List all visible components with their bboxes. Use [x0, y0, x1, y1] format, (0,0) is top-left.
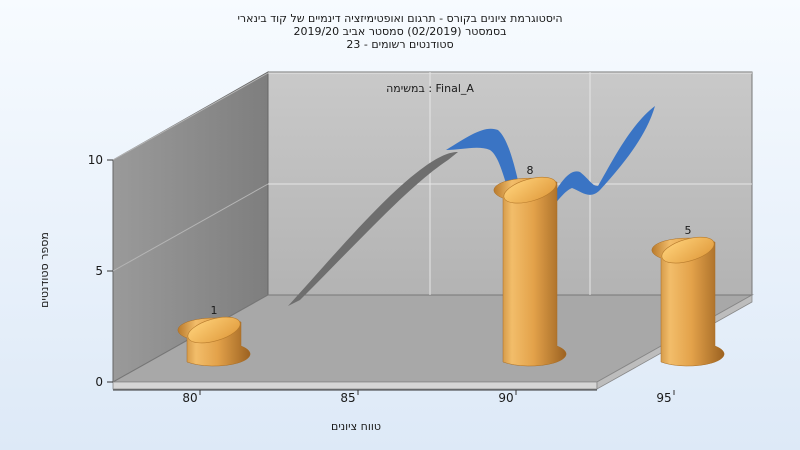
bar-body	[493, 177, 567, 367]
x-axis: 80859095100	[113, 389, 675, 405]
bar-value-label: 8	[527, 164, 534, 177]
x-tick-label: 90	[498, 391, 513, 405]
bar-body	[651, 237, 725, 367]
curve-shadow	[288, 152, 458, 306]
grid-lines	[112, 72, 752, 295]
title-line-3: סטודנטים רשומים - 23	[346, 38, 453, 51]
bar-top	[187, 316, 241, 344]
task-annotation: במשימה : Final_A	[386, 82, 474, 95]
bar-value-label: 5	[685, 224, 692, 237]
title-line-1: היסטוגרמת ציונים בקורס - תרגום ואופטימיז…	[237, 12, 562, 25]
title-line-2: בסמסטר (02/2019) סמסטר אביב 2019/20	[293, 25, 506, 38]
y-tick-label: 0	[95, 375, 103, 389]
bar-value-label: 1	[211, 304, 218, 317]
floor-edge	[112, 381, 598, 390]
x-tick-label: 80	[182, 391, 197, 405]
bar-top	[503, 176, 557, 204]
curve-ribbon	[446, 106, 655, 221]
y-axis: 0 5 10	[88, 153, 113, 389]
bar-top	[661, 236, 715, 264]
x-tick-label: 85	[340, 391, 355, 405]
bar-90: 8	[493, 164, 567, 367]
y-tick-label: 5	[95, 264, 103, 278]
grid-line-left	[112, 183, 269, 272]
bar-80: 1	[177, 304, 251, 367]
grid-line-left	[112, 72, 269, 161]
chart-title: היסטוגרמת ציונים בקורס - תרגום ואופטימיז…	[237, 12, 562, 51]
x-axis-title: טווח ציונים	[331, 420, 381, 433]
bar-95: 5	[651, 224, 725, 367]
y-axis-title: מספר סטודנטים	[38, 232, 51, 308]
y-tick-label: 10	[88, 153, 103, 167]
bars: 1859	[177, 164, 725, 367]
distribution-curve	[288, 106, 655, 306]
x-tick-label: 95	[656, 391, 671, 405]
